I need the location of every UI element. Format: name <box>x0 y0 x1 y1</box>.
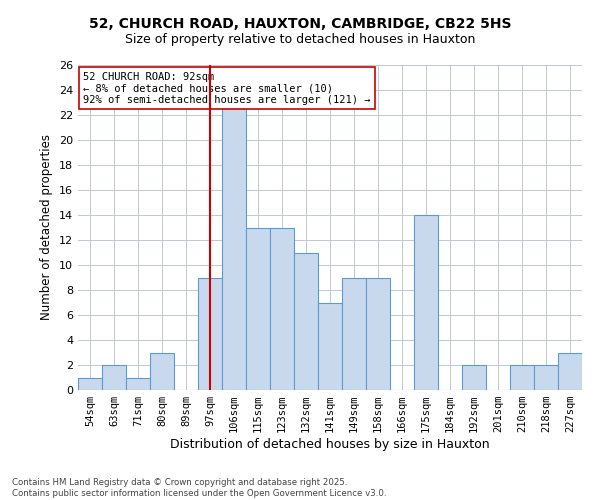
Bar <box>366 278 390 390</box>
Bar <box>198 278 222 390</box>
Bar <box>414 215 438 390</box>
Text: Size of property relative to detached houses in Hauxton: Size of property relative to detached ho… <box>125 32 475 46</box>
X-axis label: Distribution of detached houses by size in Hauxton: Distribution of detached houses by size … <box>170 438 490 451</box>
Bar <box>222 78 246 390</box>
Text: 52 CHURCH ROAD: 92sqm
← 8% of detached houses are smaller (10)
92% of semi-detac: 52 CHURCH ROAD: 92sqm ← 8% of detached h… <box>83 72 371 104</box>
Bar <box>102 365 126 390</box>
Bar <box>462 365 486 390</box>
Text: 52, CHURCH ROAD, HAUXTON, CAMBRIDGE, CB22 5HS: 52, CHURCH ROAD, HAUXTON, CAMBRIDGE, CB2… <box>89 18 511 32</box>
Bar <box>126 378 150 390</box>
Bar <box>510 365 534 390</box>
Bar <box>534 365 558 390</box>
Text: Contains HM Land Registry data © Crown copyright and database right 2025.
Contai: Contains HM Land Registry data © Crown c… <box>12 478 386 498</box>
Bar <box>558 352 582 390</box>
Y-axis label: Number of detached properties: Number of detached properties <box>40 134 53 320</box>
Bar <box>78 378 102 390</box>
Bar <box>342 278 366 390</box>
Bar <box>270 228 294 390</box>
Bar <box>294 252 318 390</box>
Bar <box>318 302 342 390</box>
Bar <box>150 352 174 390</box>
Bar <box>246 228 270 390</box>
